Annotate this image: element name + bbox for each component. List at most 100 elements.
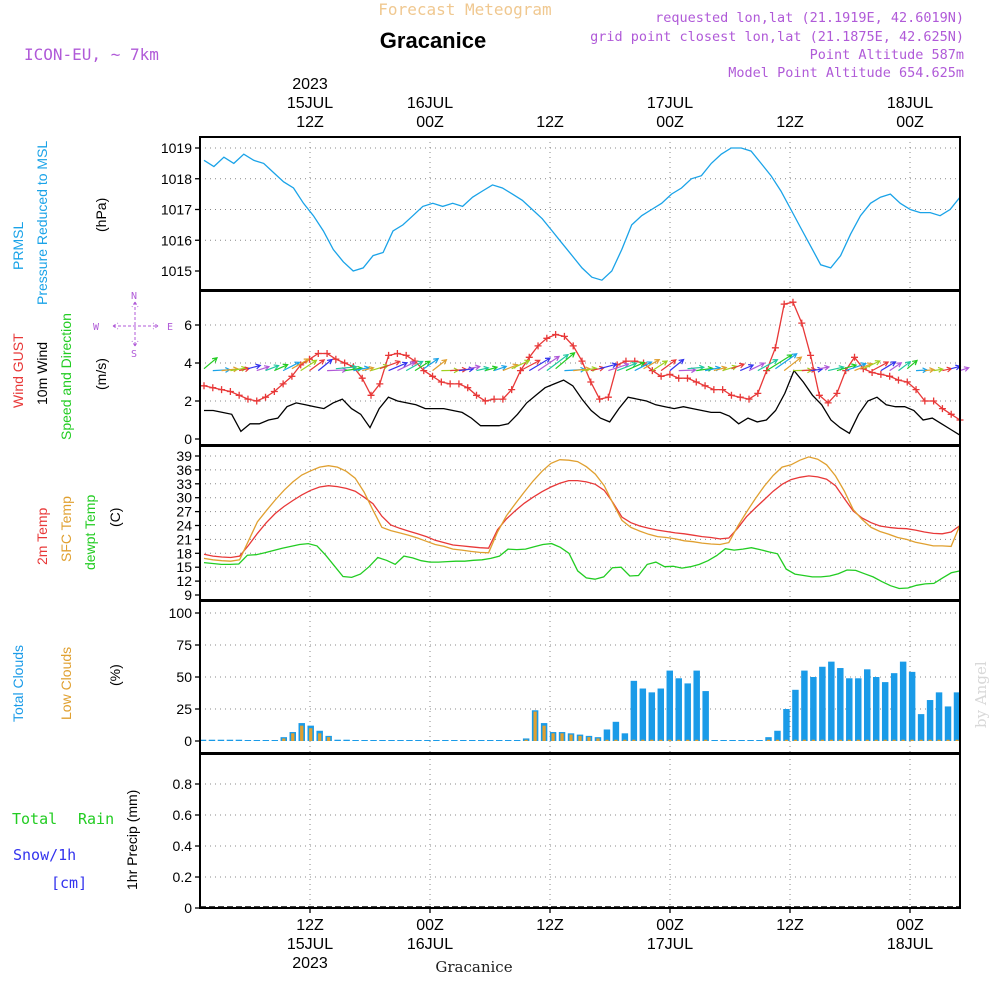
wind-direction-arrow [230,365,248,372]
wind-gust-marker [736,393,744,401]
total-clouds-bar [810,677,817,741]
total-clouds-bar [478,740,485,741]
panel-frame-precip [199,753,961,909]
wind-direction-arrow [748,362,766,372]
wind-gust-marker [692,378,700,386]
low-clouds-bar [677,739,681,741]
wind-direction-arrow [959,366,970,372]
clouds-unit: (%) [107,664,123,686]
wind-direction-arrow [397,361,416,372]
wind-direction-arrow [783,356,803,372]
wind-gust-marker [789,298,797,306]
total-clouds-bar [908,671,916,741]
temp-label-sfc: SFC Temp [58,496,74,562]
wind-direction-arrow [739,364,755,372]
wind-gust-marker [429,372,437,380]
low-clouds-bar [811,739,815,741]
low-clouds-bar [668,739,672,741]
low-clouds-bar [766,739,771,741]
low-clouds-bar [327,737,331,741]
total-clouds-bar [630,680,638,741]
ytick-label-wind-2: 4 [184,355,192,371]
header-top-title: Forecast Meteogram [378,0,551,19]
wind-direction-arrow [696,365,714,372]
precip-label-snow: Snow/1h [13,846,76,864]
header-grid-point: grid point closest lon,lat (21.1875E, 42… [590,29,964,45]
wind-direction-arrow [555,351,576,370]
wind-gust-marker [411,357,419,365]
total-clouds-bar [819,666,826,741]
low-clouds-bar [614,739,618,741]
wind-gust-marker [226,388,234,395]
time-bottom-label-3-0: 00Z [656,917,684,934]
pressure-label-1: PRMSL [10,222,26,270]
temp-label-2m: 2m Temp [34,507,50,565]
wind-direction-arrow [546,353,570,372]
wind-gust-marker [314,350,322,357]
wind-direction-arrow [845,362,867,372]
total-clouds-bar [792,689,799,741]
grid-layer [200,137,960,909]
total-clouds-bar [675,678,682,741]
wind-direction-arrow [520,359,541,372]
wind-gust-marker [385,351,393,359]
total-clouds-bar [846,678,853,741]
low-clouds-bar [955,739,959,741]
ytick-label-clouds-0: 0 [184,733,192,749]
panel-frame-pressure [199,136,961,291]
ytick-label-pressure-1: 1016 [161,232,192,248]
wind-gust-marker [877,370,885,378]
total-clouds-bar [864,669,871,741]
wind-gust-marker [200,382,208,390]
wind-direction-arrow [256,365,271,372]
wind-gust-marker [481,397,489,405]
total-clouds-bar [379,740,386,741]
temp-sfc-line [203,456,961,562]
low-clouds-bar [650,739,654,741]
wind-direction-arrow [388,361,409,372]
total-clouds-bar [621,733,629,741]
wind-gust-marker [323,350,331,357]
total-clouds-bar [648,692,656,741]
total-clouds-bar [460,740,467,741]
low-clouds-bar [300,725,304,741]
total-clouds-bar [388,740,395,741]
wind-label-gust: Wind GUST [10,333,26,408]
wind-gust-marker [701,382,709,390]
clouds-label-low: Low Clouds [58,647,74,720]
ytick-label-clouds-4: 100 [169,605,193,621]
total-clouds-bar [890,673,898,741]
low-clouds-bar [704,739,708,741]
low-clouds-bar [578,735,582,741]
total-clouds-bar [513,740,521,741]
low-clouds-bar [901,739,905,741]
low-clouds-bar [874,739,878,741]
header-model-altitude: Model Point Altitude 654.625m [728,65,964,81]
wind-gust-marker [376,380,384,388]
total-clouds-bar [926,700,934,741]
total-clouds-bar [684,683,691,741]
total-clouds-bar [244,740,252,741]
compass-w: W [93,322,100,333]
total-clouds-bar [828,661,835,741]
ytick-label-clouds-2: 50 [176,669,192,685]
ytick-label-precip-1: 0.2 [173,869,193,885]
total-clouds-bar [415,740,422,741]
ytick-label-temp-6: 27 [176,504,192,520]
pressure-line [203,147,961,281]
total-clouds-bar [495,740,503,741]
total-clouds-bar [433,740,440,741]
ytick-label-temp-5: 24 [176,518,192,534]
wind-gust-marker [367,391,375,399]
low-clouds-bar [695,739,699,741]
total-clouds-bar [397,740,404,741]
wind-gust-marker [815,391,823,399]
wind-label-dir: Speed and Direction [58,313,74,440]
total-clouds-bar [334,739,341,741]
ytick-label-temp-8: 33 [176,476,192,492]
header-point-altitude: Point Altitude 587m [810,47,964,63]
wind-gust-marker [771,344,779,352]
total-clouds-bar [711,740,718,741]
total-clouds-bar [720,740,727,741]
wind-gust-marker [719,386,727,394]
